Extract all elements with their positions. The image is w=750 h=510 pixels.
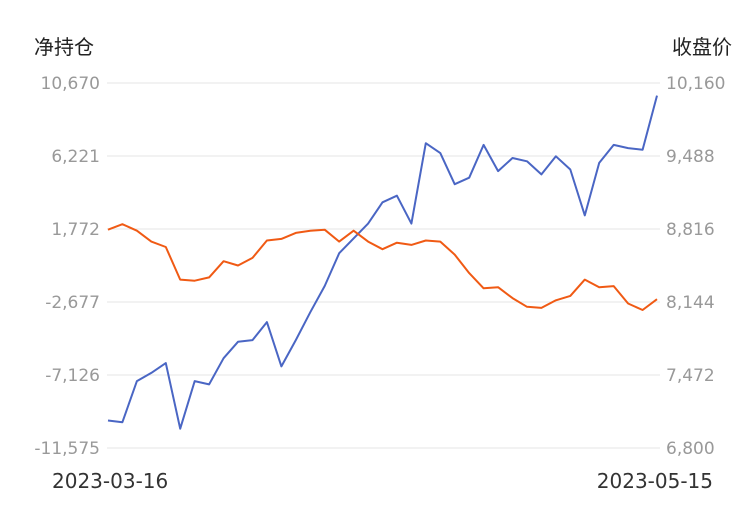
left-tick-label: 6,221 bbox=[51, 147, 100, 167]
grid-lines bbox=[107, 82, 660, 449]
right-tick-label: 8,144 bbox=[666, 293, 715, 313]
right-tick-label: 8,816 bbox=[666, 220, 715, 240]
left-axis-title: 净持仓 bbox=[34, 35, 94, 59]
right-axis-ticks: 10,160 9,488 8,816 8,144 7,472 6,800 bbox=[666, 74, 725, 459]
right-tick-label: 7,472 bbox=[666, 366, 715, 386]
left-axis-ticks: 10,670 6,221 1,772 -2,677 -7,126 -11,575 bbox=[34, 74, 100, 459]
closing-price-line bbox=[107, 223, 658, 311]
left-tick-label: -7,126 bbox=[45, 366, 100, 386]
left-tick-label: -11,575 bbox=[34, 439, 100, 459]
left-tick-label: -2,677 bbox=[45, 293, 100, 313]
left-tick-label: 10,670 bbox=[41, 74, 100, 94]
x-axis-start-label: 2023-03-16 bbox=[52, 469, 168, 493]
net-position-line bbox=[107, 95, 658, 430]
series-group bbox=[107, 95, 658, 430]
left-tick-label: 1,772 bbox=[51, 220, 100, 240]
right-tick-label: 6,800 bbox=[666, 439, 715, 459]
right-axis-title: 收盘价 bbox=[672, 35, 732, 59]
right-tick-label: 9,488 bbox=[666, 147, 715, 167]
right-tick-label: 10,160 bbox=[666, 74, 725, 94]
x-axis-end-label: 2023-05-15 bbox=[597, 469, 713, 493]
